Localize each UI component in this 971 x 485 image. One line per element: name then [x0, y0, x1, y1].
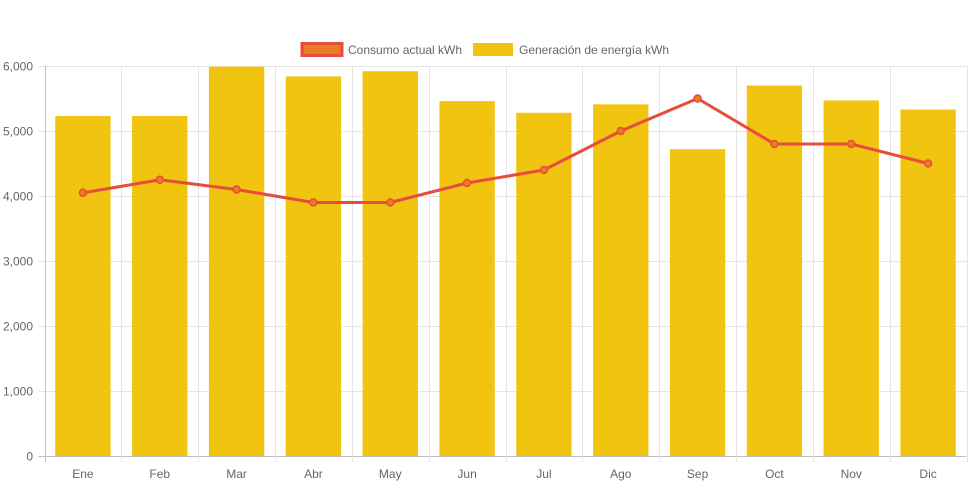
y-tick-label: 3,000: [3, 255, 33, 269]
legend-label-generacion: Generación de energía kWh: [519, 43, 669, 57]
bars: [55, 66, 956, 457]
point-consumo[interactable]: [78, 188, 88, 197]
grid: [38, 66, 968, 462]
bar-generacion[interactable]: [823, 100, 879, 456]
y-tick-label: 5,000: [3, 125, 33, 139]
point-consumo[interactable]: [923, 159, 933, 168]
bar-generacion[interactable]: [285, 76, 342, 457]
point-consumo[interactable]: [462, 178, 472, 188]
x-tick-label: Jul: [536, 467, 551, 481]
x-tick-label: Ene: [72, 467, 94, 481]
y-tick-label: 0: [26, 450, 33, 464]
x-tick-label: Jun: [457, 467, 476, 481]
axes: 0 1,000 2,000 3,000 4,000 5,000 6,000 Ene Feb Mar…: [3, 60, 937, 482]
bar-generacion[interactable]: [55, 116, 111, 457]
x-tick-label: Dic: [919, 467, 936, 481]
bar-generacion[interactable]: [593, 104, 649, 456]
x-tick-label: Nov: [841, 467, 862, 481]
point-consumo[interactable]: [539, 165, 549, 175]
point-consumo[interactable]: [309, 198, 318, 207]
y-tick-label: 6,000: [3, 60, 33, 74]
x-tick-label: Abr: [304, 467, 323, 481]
y-tick-label: 1,000: [3, 385, 33, 399]
y-tick-label: 2,000: [3, 320, 33, 334]
legend-item-generacion[interactable]: Generación de energía kWh: [473, 43, 669, 57]
point-consumo[interactable]: [155, 175, 164, 184]
bar-generacion[interactable]: [362, 71, 418, 456]
point-consumo[interactable]: [232, 185, 241, 194]
bar-generacion[interactable]: [669, 149, 726, 456]
x-tick-label: May: [379, 467, 402, 481]
x-tick-label: Ago: [610, 467, 632, 481]
legend-label-consumo: Consumo actual kWh: [348, 43, 462, 57]
bar-generacion[interactable]: [132, 116, 188, 457]
point-consumo[interactable]: [693, 94, 702, 103]
legend-item-consumo[interactable]: Consumo actual kWh: [300, 42, 462, 57]
legend: Consumo actual kWh Generación de energía…: [300, 42, 669, 57]
point-consumo[interactable]: [770, 139, 779, 149]
legend-swatch-generacion: [473, 43, 513, 56]
bar-generacion[interactable]: [208, 66, 265, 457]
legend-swatch-consumo: [300, 42, 344, 57]
point-consumo[interactable]: [386, 198, 395, 207]
x-tick-label: Feb: [149, 467, 170, 481]
line-consumo: [82, 97, 929, 204]
point-consumo[interactable]: [616, 126, 625, 136]
line-series: [78, 94, 933, 207]
y-tick-label: 4,000: [3, 190, 33, 204]
x-tick-label: Mar: [226, 467, 247, 481]
bar-generacion[interactable]: [516, 112, 572, 457]
x-tick-label: Sep: [687, 467, 709, 481]
x-tick-label: Oct: [765, 467, 784, 481]
point-consumo[interactable]: [847, 139, 856, 149]
bar-generacion[interactable]: [439, 101, 495, 456]
